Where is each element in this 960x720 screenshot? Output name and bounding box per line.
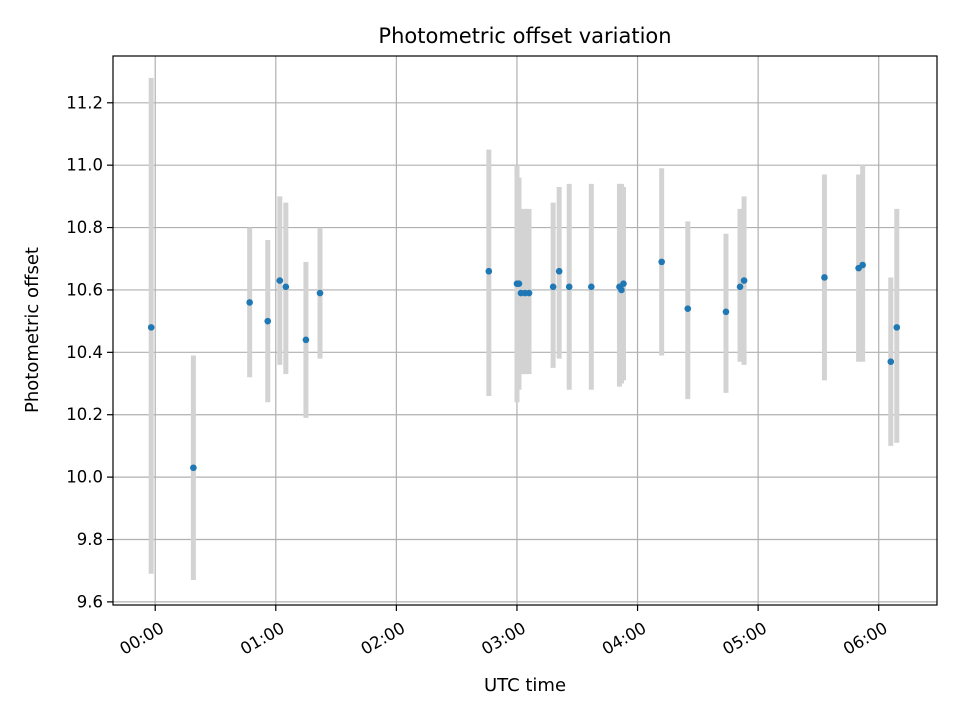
y-axis-label: Photometric offset — [22, 247, 43, 413]
data-point — [302, 336, 310, 344]
y-tick-label: 10.2 — [66, 405, 103, 424]
data-point — [549, 283, 557, 291]
data-point — [736, 283, 744, 291]
data-point — [525, 289, 533, 297]
y-tick-label: 10.8 — [66, 218, 103, 237]
data-point — [859, 261, 866, 269]
data-point — [147, 324, 155, 331]
y-tick-label: 9.6 — [77, 592, 103, 611]
x-tick-label: 01:00 — [237, 618, 288, 658]
x-axis-label: UTC time — [484, 675, 566, 696]
data-point — [485, 267, 493, 275]
data-point — [246, 299, 253, 306]
chart-title: Photometric offset variation — [378, 24, 671, 48]
data-point — [515, 280, 523, 288]
data-point — [821, 274, 828, 281]
data-point — [722, 308, 730, 316]
data-point — [658, 258, 665, 266]
y-tick-label: 10.0 — [66, 468, 103, 487]
data-point — [190, 464, 197, 472]
data-point — [264, 317, 272, 325]
y-tick-label: 10.4 — [66, 343, 103, 362]
x-tick-label: 02:00 — [358, 618, 409, 658]
plot-frame — [112, 55, 938, 606]
x-tick-label: 00:00 — [117, 618, 168, 658]
data-point — [618, 286, 625, 294]
x-tick-label: 06:00 — [840, 618, 891, 658]
errorbars — [148, 77, 900, 581]
data-point — [276, 277, 284, 284]
data-point — [282, 283, 290, 291]
data-point — [588, 283, 595, 291]
y-tick-label: 9.8 — [77, 530, 103, 549]
data-point — [887, 358, 895, 365]
y-axis-ticks: 9.6 9.8 10.0 10.2 10.4 10.6 10.8 11.0 11.2 — [66, 93, 113, 611]
data-point — [620, 280, 627, 288]
data-points — [147, 258, 901, 472]
data-point — [316, 289, 324, 297]
x-tick-label: 03:00 — [478, 618, 529, 658]
data-point — [893, 324, 901, 331]
data-point — [565, 283, 573, 291]
x-axis-ticks: 00:00 01:00 02:00 03:00 04:00 05:00 06:00 — [117, 605, 891, 659]
data-point — [740, 277, 748, 284]
y-tick-label: 10.6 — [66, 280, 103, 299]
x-tick-label: 05:00 — [719, 618, 770, 658]
data-point — [555, 267, 563, 275]
y-tick-label: 11.0 — [66, 156, 103, 175]
x-tick-label: 04:00 — [599, 618, 650, 658]
y-tick-label: 11.2 — [66, 93, 103, 112]
data-point — [684, 305, 692, 312]
